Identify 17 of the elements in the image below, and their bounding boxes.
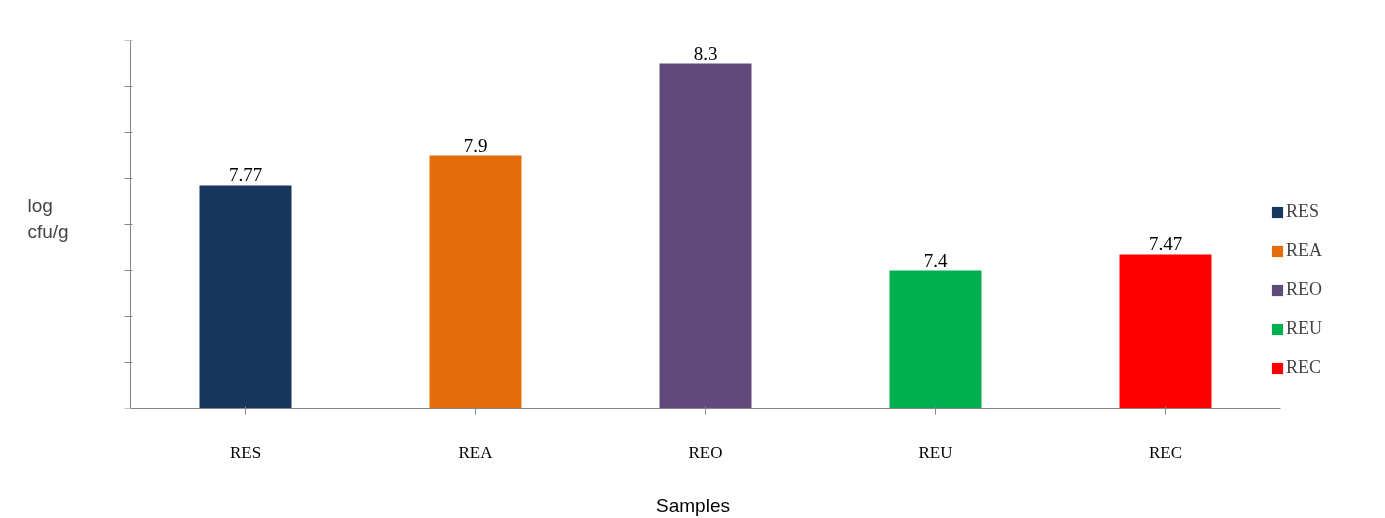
data-label: 7.9: [463, 134, 488, 156]
data-label: 7.47: [1148, 233, 1183, 255]
legend-label: REO: [1286, 279, 1322, 300]
legend-label: REA: [1286, 240, 1322, 261]
legend-label: RES: [1286, 201, 1320, 222]
x-axis-title: Samples: [656, 494, 730, 516]
x-tick-label: REC: [1148, 442, 1183, 462]
legend-label: REC: [1286, 357, 1322, 378]
x-tick-label: REO: [688, 442, 723, 462]
x-tick-label: RES: [229, 442, 262, 462]
data-label: 7.77: [228, 164, 263, 186]
data-label: 8.3: [693, 42, 718, 64]
x-tick-label: REA: [458, 442, 494, 462]
y-axis-title: log cfu/g: [27, 195, 69, 242]
x-tick-label: REU: [918, 442, 953, 462]
data-label: 7.4: [923, 249, 948, 271]
legend-label: REU: [1286, 318, 1322, 339]
